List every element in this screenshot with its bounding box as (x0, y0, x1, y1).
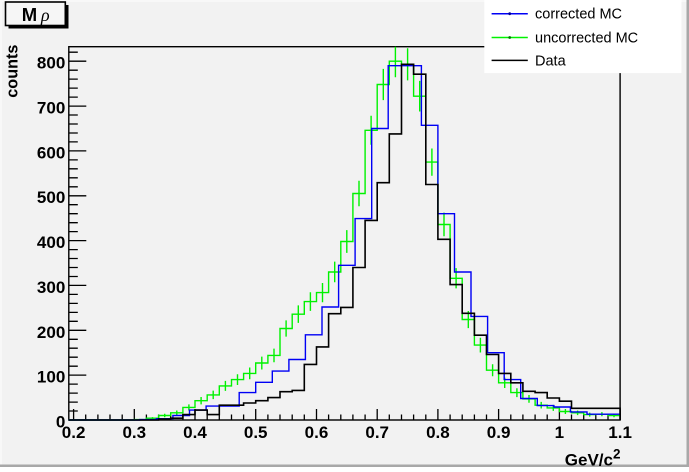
svg-text:400: 400 (37, 233, 65, 252)
svg-text:ρ: ρ (40, 5, 50, 25)
svg-text:0.9: 0.9 (487, 423, 511, 442)
svg-text:counts: counts (3, 45, 21, 98)
svg-text:uncorrected MC: uncorrected MC (535, 31, 638, 47)
svg-text:300: 300 (37, 278, 65, 297)
svg-text:500: 500 (37, 188, 65, 207)
svg-text:0.3: 0.3 (122, 423, 146, 442)
svg-text:0.5: 0.5 (244, 423, 268, 442)
svg-text:1: 1 (555, 423, 564, 442)
svg-text:1.1: 1.1 (608, 423, 632, 442)
svg-text:GeV/c2: GeV/c2 (565, 447, 621, 468)
svg-text:700: 700 (37, 99, 65, 118)
svg-text:0.2: 0.2 (62, 423, 86, 442)
svg-text:Data: Data (535, 53, 567, 69)
svg-text:200: 200 (37, 323, 65, 342)
svg-text:0.6: 0.6 (305, 423, 329, 442)
svg-text:100: 100 (37, 368, 65, 387)
svg-text:600: 600 (37, 143, 65, 162)
svg-text:0.8: 0.8 (426, 423, 450, 442)
svg-text:M: M (22, 4, 37, 25)
svg-text:corrected MC: corrected MC (535, 7, 622, 23)
svg-text:800: 800 (37, 54, 65, 73)
svg-text:0.7: 0.7 (365, 423, 389, 442)
svg-text:0.4: 0.4 (183, 423, 207, 442)
